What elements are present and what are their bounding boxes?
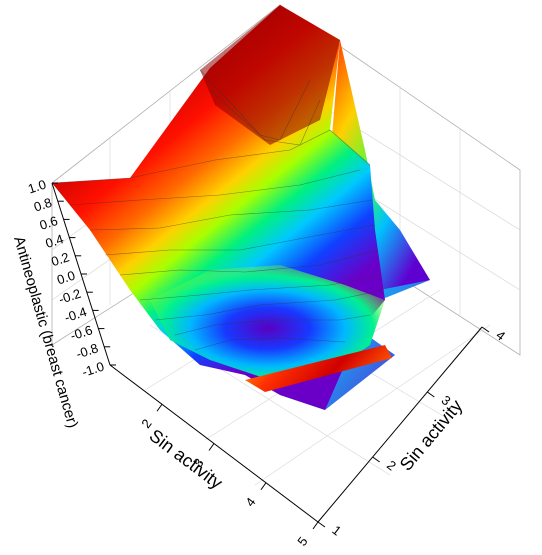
z-tick-label: 0.8 <box>32 195 54 215</box>
x-tick-mark <box>312 521 319 530</box>
z-tick-label: 0.4 <box>43 231 65 251</box>
z-axis-ticks: 1.00.80.60.40.20.0-0.2-0.4-0.6-0.8-1.0 <box>26 177 116 380</box>
surface-fold <box>245 345 392 392</box>
x-axis-label: Sin activity <box>146 425 227 493</box>
z-tick-label: 1.0 <box>26 177 48 197</box>
y-axis-line <box>317 326 483 523</box>
y-tick-mark <box>372 456 380 463</box>
y-tick-label: 4 <box>493 327 508 343</box>
surface <box>51 5 430 410</box>
y-tick-label: 1 <box>329 522 344 538</box>
y-axis-label: Sin activity <box>396 396 467 475</box>
z-tick-label: -0.2 <box>57 286 83 307</box>
x-tick-mark <box>260 482 267 491</box>
y-tick-mark <box>481 326 490 333</box>
x-tick-mark <box>156 403 163 412</box>
z-tick-label: -1.0 <box>80 359 106 380</box>
z-tick-label: -0.6 <box>68 322 94 343</box>
contour-lines <box>51 69 385 351</box>
x-tick-label: 2 <box>138 416 154 431</box>
x-tick-mark <box>208 443 215 451</box>
z-tick-label: -0.8 <box>74 340 100 361</box>
surface-peak-dark <box>200 5 340 145</box>
y-tick-mark <box>317 521 326 528</box>
x-tick-label: 5 <box>294 534 310 549</box>
z-tick-label: -0.4 <box>63 304 89 325</box>
z-tick-label: 0.2 <box>49 249 71 269</box>
z-tick-label: 0.0 <box>55 268 77 288</box>
x-tick-label: 4 <box>242 495 258 510</box>
z-tick-label: 0.6 <box>38 213 60 233</box>
surface-well <box>150 265 385 380</box>
y-tick-mark <box>427 391 435 398</box>
